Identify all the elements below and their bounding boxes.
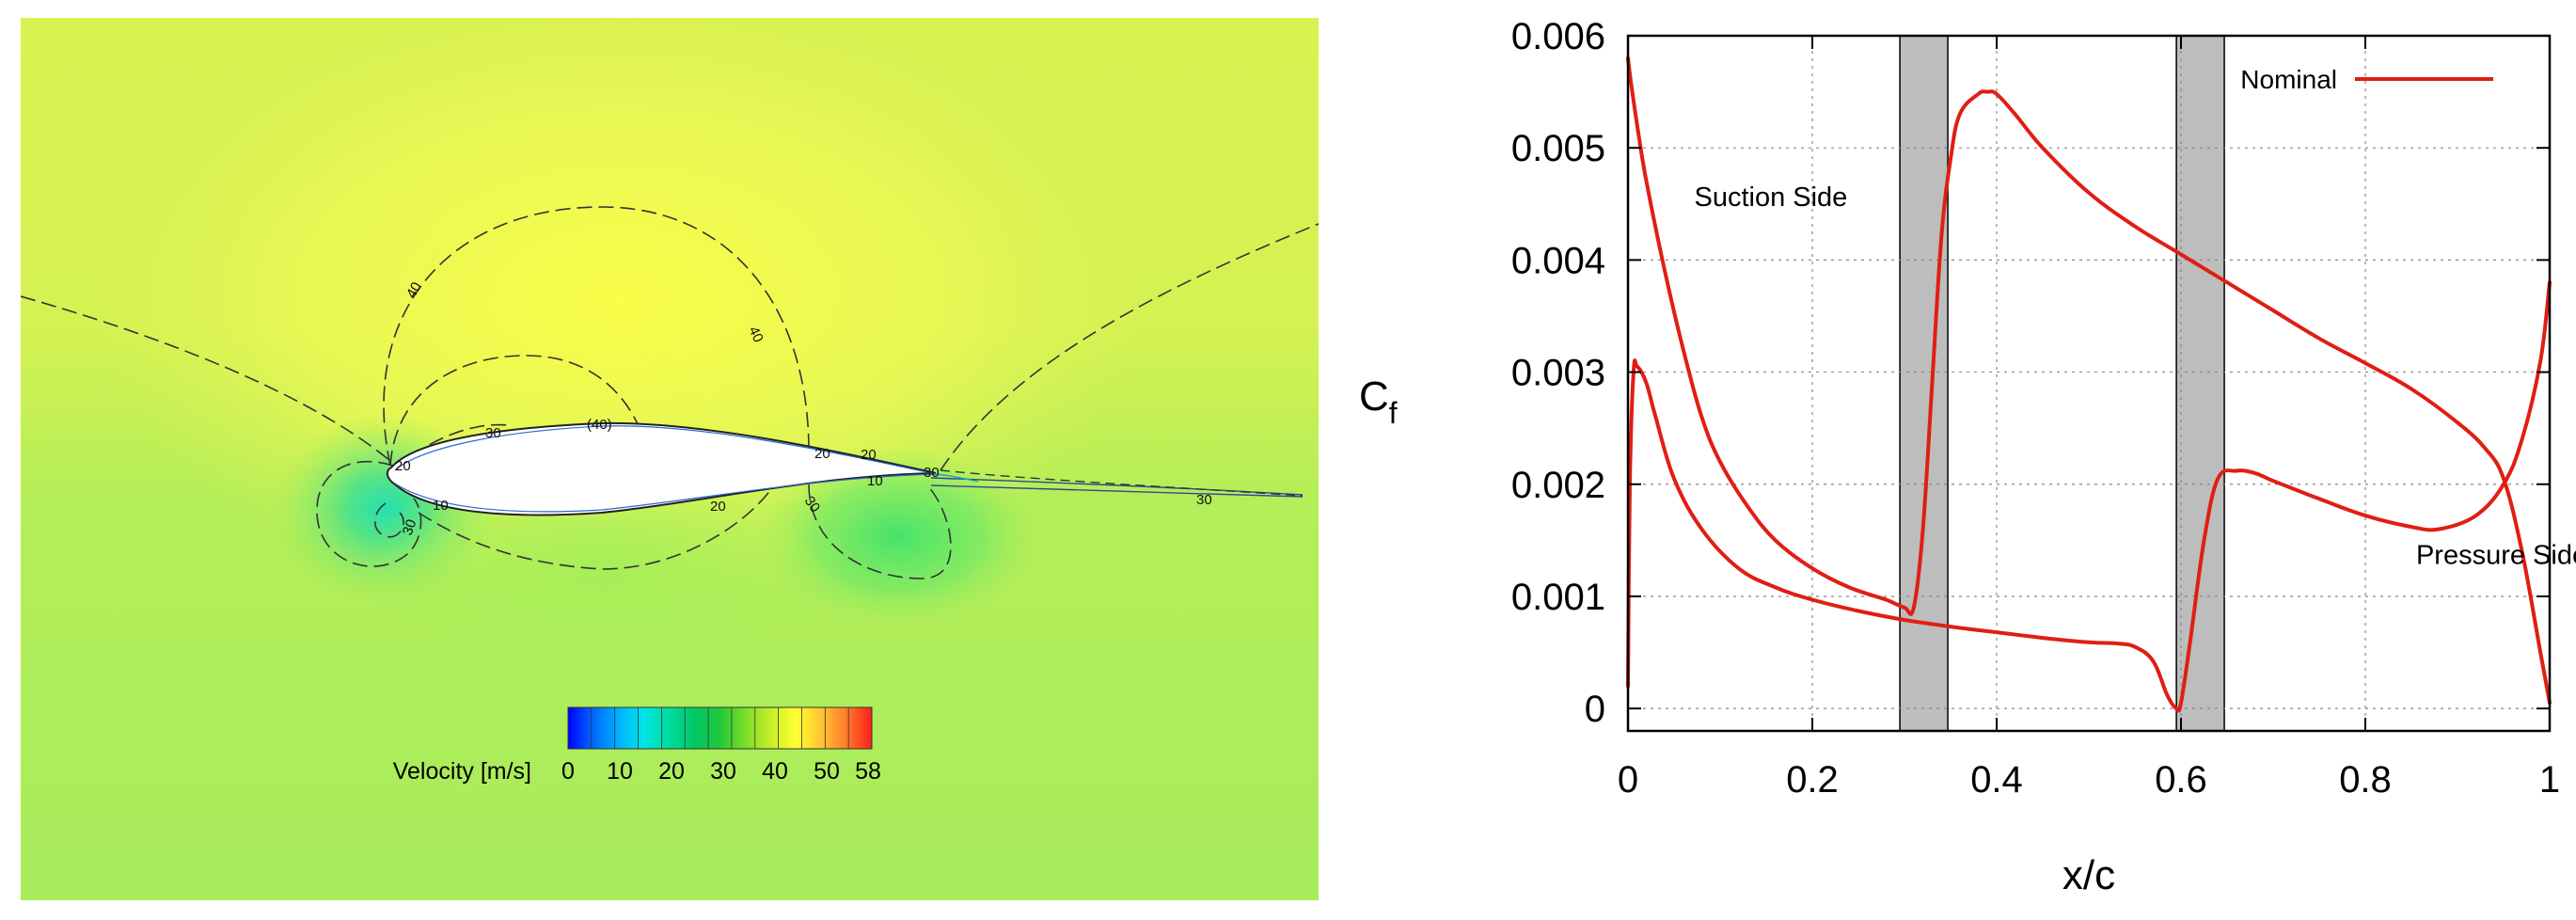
colorbar-label: Velocity [m/s] [393,758,531,785]
colorbar-tick-label: 58 [855,758,881,785]
series-line-suction [1626,56,2552,706]
axis-ticks [1627,35,2551,731]
contour-label: 30 [400,517,420,537]
contour-label: 30 [801,494,823,516]
contour-label: 20 [395,458,411,474]
x-axis-label: x/c [2062,852,2115,898]
contour-line [389,355,640,467]
x-tick-label: 0.8 [2339,759,2392,801]
contour-line [383,206,810,467]
y-tick-label: 0 [1585,689,1605,730]
colorbar-gradient [567,706,873,750]
colorbar-tick-label: 10 [607,758,633,785]
y-tick-label: 0.005 [1511,128,1605,169]
legend-label: Nominal [2240,65,2337,94]
wake-line [940,469,1304,497]
colorbar-ticks: 0 10 20 30 40 50 58 [561,758,881,785]
x-tick-label: 0.4 [1970,759,2023,801]
contour-label: 40 [745,325,766,345]
contour-line [808,484,952,579]
annotation-pressure-side: Pressure Side [2416,540,2576,570]
contour-label: 40 [403,279,425,301]
contour-label: 30 [485,425,501,441]
series-lines [1626,56,2552,713]
contour-line [21,295,391,462]
shaded-regions [1899,35,2225,732]
contour-label: 10 [433,498,449,514]
colorbar-tick-label: 30 [710,758,736,785]
series-line-pressure [1626,280,2552,713]
y-axis-label-main: C [1359,373,1389,420]
plot-frame [1626,34,2552,733]
y-tick-label: 0.001 [1511,577,1605,618]
x-tick-labels: 0 0.2 0.4 0.6 0.8 1 [1618,759,2560,801]
y-tick-label: 0.004 [1511,240,1605,281]
y-tick-label: 0.003 [1511,353,1605,394]
contour-label: 30 [1196,492,1212,508]
x-tick-label: 0 [1618,759,1638,801]
contour-line [373,502,404,538]
contour-labels: 40 40 30 (40) 20 20 30 10 20 30 10 30 20… [395,279,1212,537]
y-axis-label: Cf [1359,373,1398,430]
colorbar-tick-label: 0 [561,758,575,785]
y-axis-label-subscript: f [1389,396,1398,430]
contour-label: 30 [924,465,940,481]
x-tick-label: 0.6 [2155,759,2207,801]
contour-label: 10 [867,473,883,489]
airfoil-boundary-layer [394,425,937,475]
shaded-region [2175,35,2225,732]
x-tick-label: 0.2 [1786,759,1839,801]
wake-line [930,484,1304,498]
contour-label: 20 [861,447,877,463]
y-tick-label: 0.002 [1511,465,1605,506]
y-tick-label: 0.006 [1511,16,1605,57]
colorbar-tick-label: 40 [762,758,788,785]
legend: Nominal [2240,65,2493,94]
colorbar-tick-label: 50 [814,758,840,785]
colorbar: Velocity [m/s] 0 10 20 30 40 50 58 [393,706,881,785]
colorbar-dividers [591,707,849,749]
colorbar-tick-label: 20 [658,758,685,785]
airfoil-boundary-layer [394,473,937,513]
contour-label: 20 [710,499,726,515]
y-tick-labels: 0 0.001 0.002 0.003 0.004 0.005 0.006 [1511,16,1605,730]
skin-friction-chart: 0 0.2 0.4 0.6 0.8 1 0 0.001 0.002 0.003 0.004 0.00… [1359,16,2576,898]
contour-label: 20 [814,446,830,462]
grid-lines [1628,36,2550,731]
wake-line [930,477,1304,496]
velocity-contour-plot: 40 40 30 (40) 20 20 30 10 20 30 10 30 20… [21,18,1319,900]
contour-line [418,488,772,570]
contour-line [940,223,1319,471]
annotation-suction-side: Suction Side [1694,182,1847,213]
shaded-region [1899,35,1949,732]
x-tick-label: 1 [2539,759,2560,801]
contour-line [316,461,422,567]
contour-label: (40) [587,417,612,433]
